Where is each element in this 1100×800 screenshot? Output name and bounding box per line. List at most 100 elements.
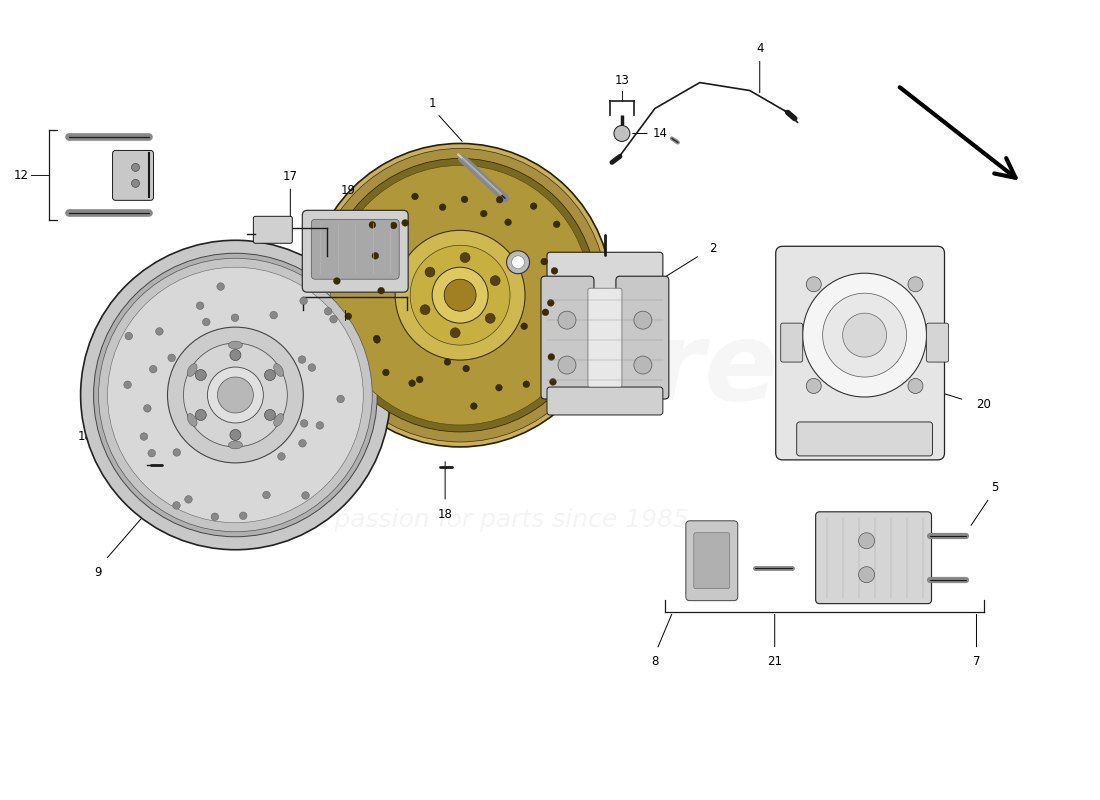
Text: 4: 4 <box>756 42 763 55</box>
Ellipse shape <box>229 341 242 349</box>
Text: 7: 7 <box>972 655 980 668</box>
Circle shape <box>541 258 548 265</box>
Text: 1: 1 <box>428 97 436 110</box>
Circle shape <box>230 350 241 361</box>
Circle shape <box>444 279 476 311</box>
Circle shape <box>551 267 558 274</box>
Circle shape <box>270 311 277 319</box>
Circle shape <box>167 327 304 463</box>
Circle shape <box>147 450 155 457</box>
Text: 18: 18 <box>78 430 94 443</box>
Circle shape <box>512 256 525 269</box>
Circle shape <box>530 202 537 210</box>
Circle shape <box>908 378 923 394</box>
Circle shape <box>520 323 528 330</box>
Circle shape <box>323 158 597 432</box>
Circle shape <box>395 230 525 360</box>
Circle shape <box>420 305 430 314</box>
Circle shape <box>230 430 241 441</box>
Circle shape <box>522 381 530 388</box>
Text: 16: 16 <box>348 324 363 337</box>
FancyBboxPatch shape <box>112 150 154 200</box>
Circle shape <box>132 163 140 171</box>
Circle shape <box>308 364 316 371</box>
Text: 5: 5 <box>991 482 998 494</box>
Circle shape <box>217 282 224 290</box>
Ellipse shape <box>229 441 242 449</box>
Circle shape <box>409 380 416 386</box>
Ellipse shape <box>187 414 197 426</box>
Circle shape <box>277 453 285 460</box>
FancyBboxPatch shape <box>547 387 663 415</box>
FancyBboxPatch shape <box>781 323 803 362</box>
Circle shape <box>337 395 344 402</box>
Circle shape <box>132 179 140 187</box>
Text: 19: 19 <box>341 184 355 197</box>
Circle shape <box>125 332 133 340</box>
Circle shape <box>542 309 549 316</box>
Circle shape <box>196 410 207 421</box>
Text: 13: 13 <box>615 74 629 87</box>
Circle shape <box>377 287 385 294</box>
Circle shape <box>324 307 332 315</box>
Circle shape <box>614 126 630 142</box>
Circle shape <box>439 204 446 210</box>
Circle shape <box>330 166 590 425</box>
Text: a passion for parts since 1985: a passion for parts since 1985 <box>311 508 689 532</box>
FancyBboxPatch shape <box>253 216 293 243</box>
Circle shape <box>806 378 822 394</box>
Circle shape <box>211 513 219 521</box>
Circle shape <box>485 314 495 323</box>
Circle shape <box>263 491 271 498</box>
Circle shape <box>553 221 560 228</box>
Circle shape <box>432 267 488 323</box>
Circle shape <box>859 566 874 582</box>
Circle shape <box>124 381 131 389</box>
Circle shape <box>173 502 180 509</box>
Circle shape <box>460 253 470 262</box>
Circle shape <box>202 318 210 326</box>
Circle shape <box>550 378 557 386</box>
FancyBboxPatch shape <box>302 210 408 292</box>
Circle shape <box>411 193 418 200</box>
Circle shape <box>410 246 510 345</box>
Circle shape <box>461 196 468 202</box>
Circle shape <box>240 512 248 519</box>
Circle shape <box>300 297 307 305</box>
Circle shape <box>373 335 380 342</box>
Text: 14: 14 <box>652 127 668 140</box>
Circle shape <box>425 267 435 277</box>
FancyBboxPatch shape <box>547 252 663 298</box>
FancyBboxPatch shape <box>816 512 932 604</box>
Circle shape <box>308 143 612 447</box>
Ellipse shape <box>274 364 284 377</box>
Ellipse shape <box>187 364 197 377</box>
Text: 21: 21 <box>767 655 782 668</box>
FancyBboxPatch shape <box>311 219 399 279</box>
Circle shape <box>168 354 176 362</box>
Circle shape <box>333 278 340 285</box>
FancyBboxPatch shape <box>685 521 738 601</box>
Text: 2: 2 <box>710 242 716 254</box>
Circle shape <box>843 313 887 357</box>
Circle shape <box>94 254 377 537</box>
Circle shape <box>155 328 163 335</box>
Circle shape <box>481 210 487 217</box>
Text: 15: 15 <box>487 301 503 314</box>
Circle shape <box>80 240 390 550</box>
Circle shape <box>548 354 554 360</box>
Circle shape <box>330 315 338 323</box>
FancyBboxPatch shape <box>588 288 621 387</box>
Circle shape <box>184 343 287 447</box>
FancyBboxPatch shape <box>541 276 594 399</box>
Circle shape <box>496 384 503 391</box>
Circle shape <box>208 367 263 423</box>
Circle shape <box>368 222 376 228</box>
Circle shape <box>548 299 554 306</box>
Circle shape <box>558 311 576 329</box>
Text: 18: 18 <box>438 508 452 522</box>
Circle shape <box>505 219 512 226</box>
Circle shape <box>345 313 352 320</box>
Circle shape <box>144 405 151 412</box>
FancyBboxPatch shape <box>616 276 669 399</box>
